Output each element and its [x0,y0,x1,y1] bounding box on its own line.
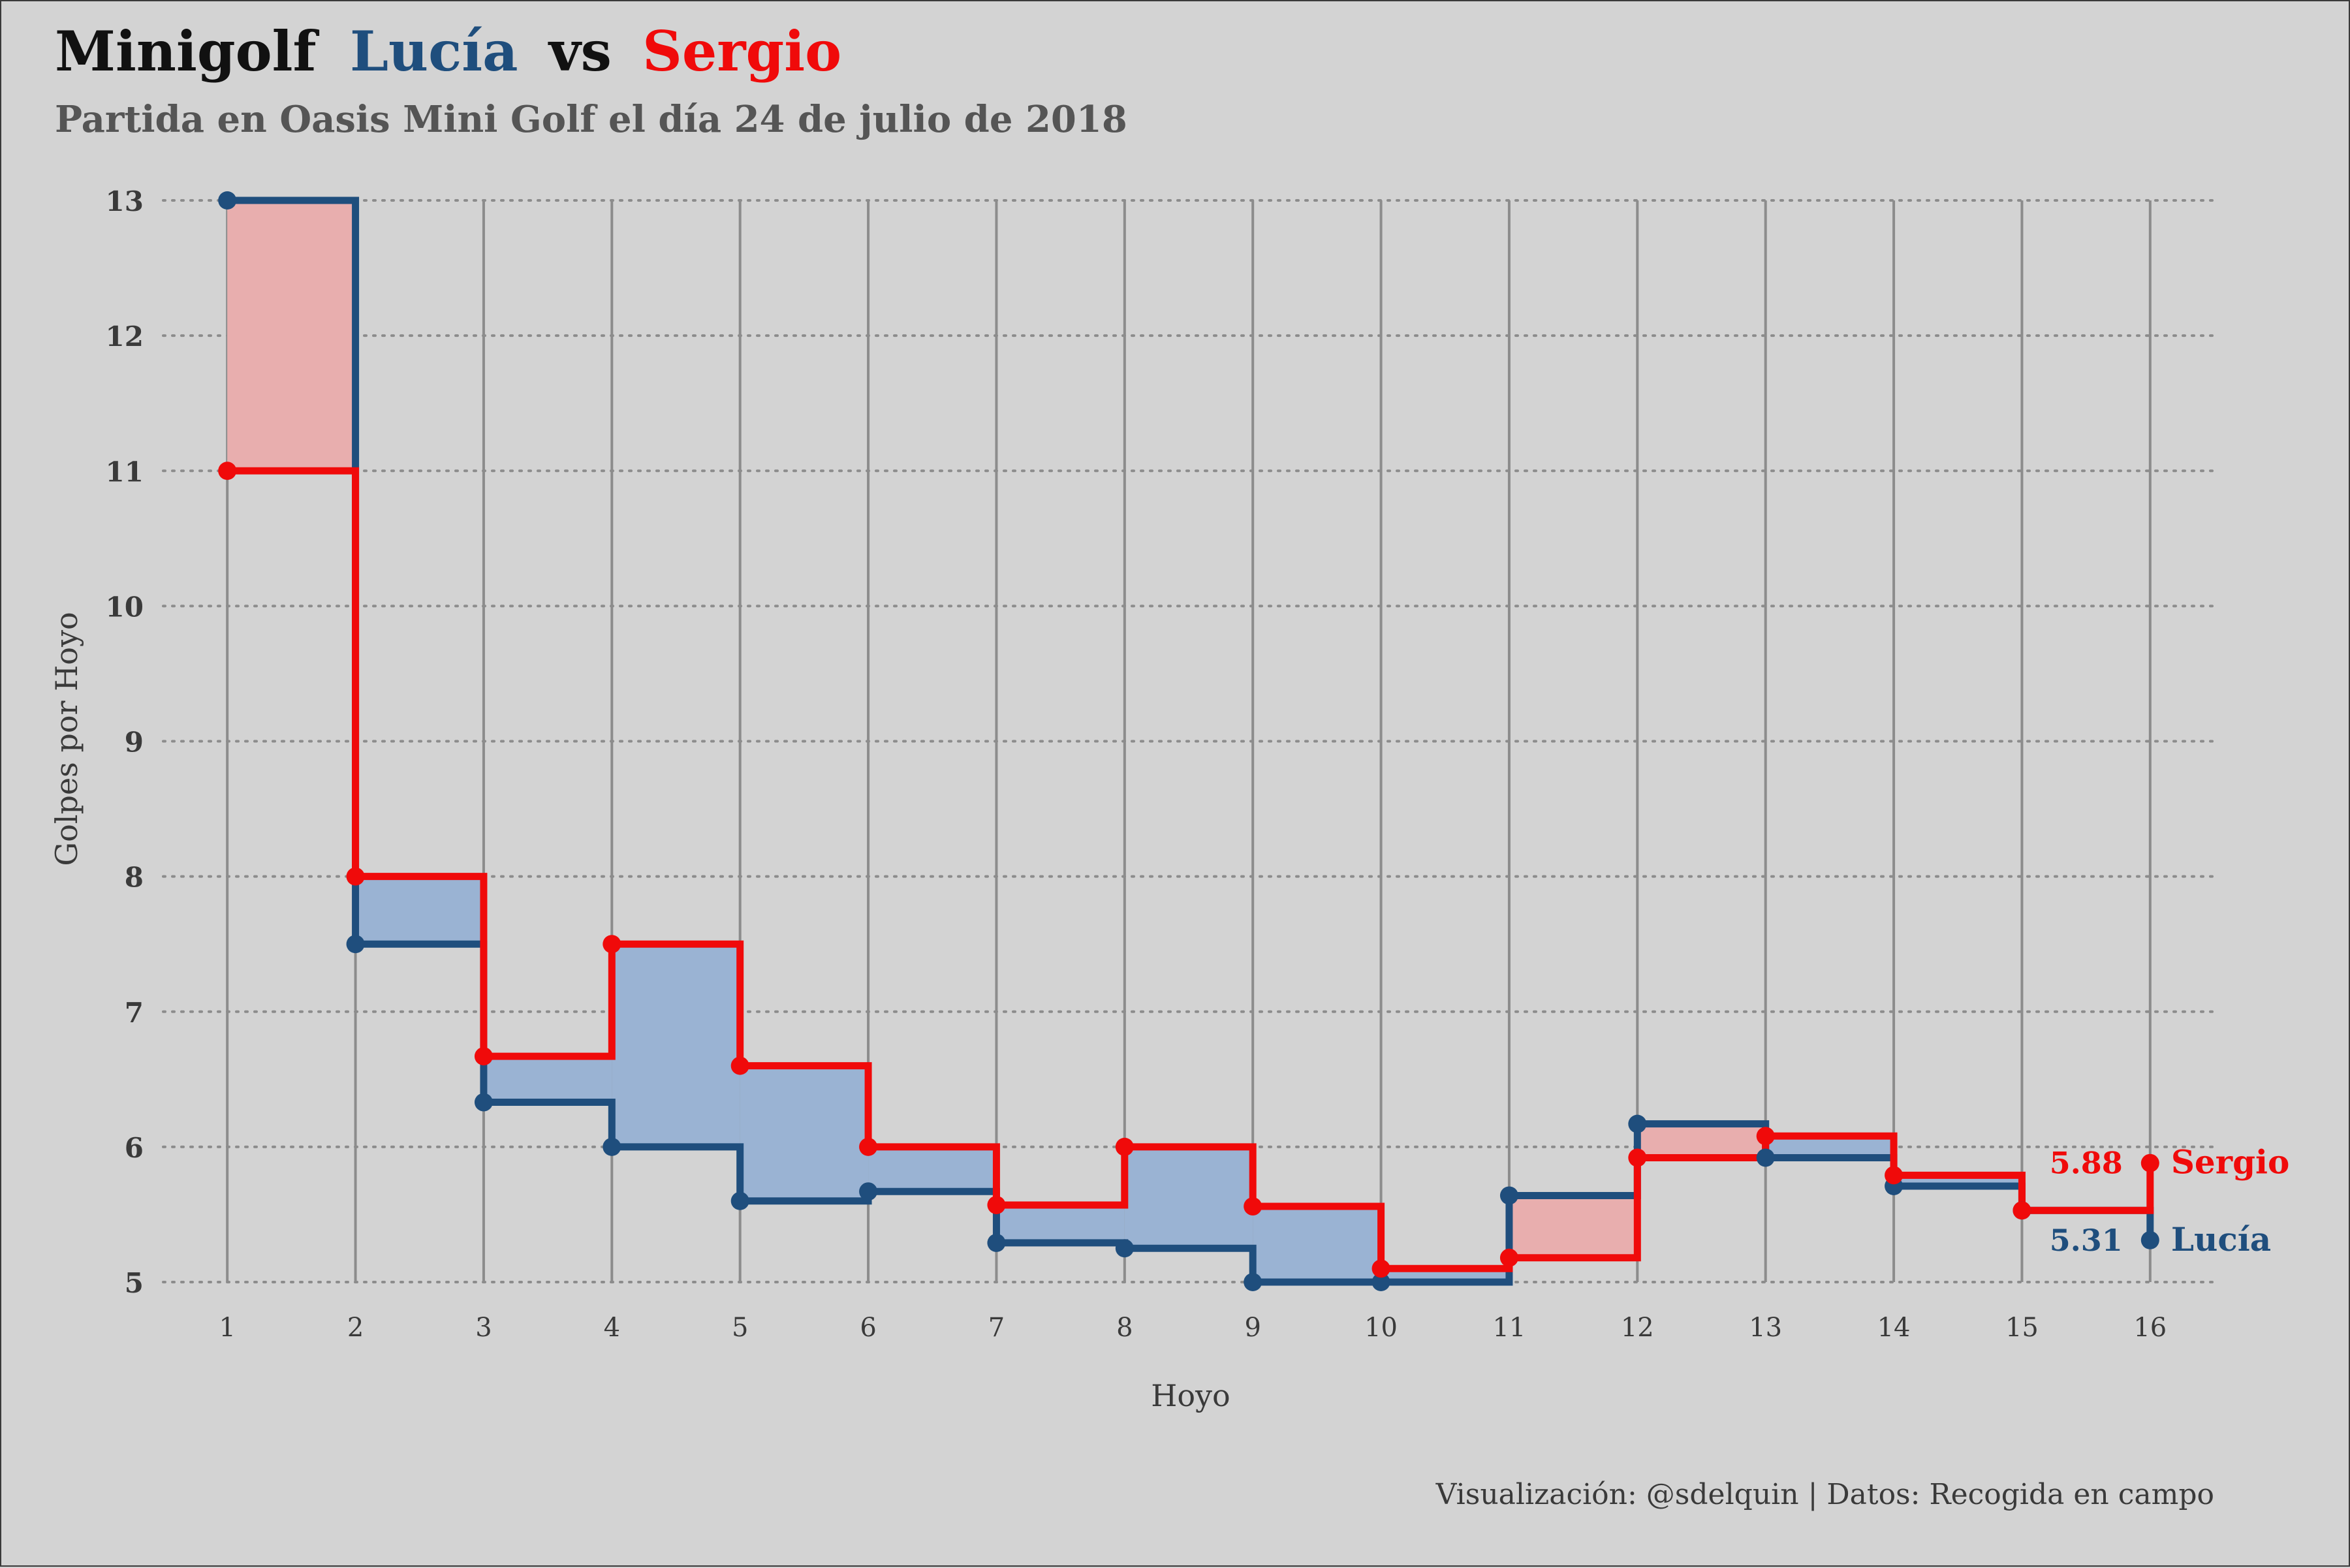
title-player1: Lucía [350,19,518,84]
ribbon-segment [483,1056,612,1103]
ribbon-segment [1637,1123,1766,1158]
end-value-lucia: 5.31 [2050,1223,2123,1258]
ribbon-segment [1253,1206,1381,1282]
end-name-lucia: Lucía [2171,1220,2271,1259]
chart-caption: Visualización: @sdelquin | Datos: Recogi… [1435,1478,2214,1511]
x-tick-label: 8 [1116,1313,1133,1343]
ribbon-segment [355,876,484,945]
x-tick-label: 11 [1492,1313,1526,1343]
y-axis-title: Golpes por Hoyo [49,612,84,866]
title-vs: vs [548,19,612,84]
series-line-sergio [227,467,2154,1272]
point-lucia [1371,1273,1390,1291]
y-tick-label: 10 [106,591,144,623]
point-lucia [603,1137,621,1156]
title-player2: Sergio [642,19,841,84]
point-lucia [1628,1114,1647,1133]
point-sergio [2013,1201,2031,1220]
x-tick-label: 7 [988,1313,1005,1343]
point-sergio [1371,1259,1390,1278]
point-sergio [603,935,621,954]
x-tick-label: 2 [347,1313,364,1343]
end-name-sergio: Sergio [2171,1143,2290,1182]
point-sergio [1115,1137,1134,1156]
point-lucia [1244,1273,1262,1291]
point-sergio [987,1195,1006,1214]
y-tick-label: 5 [125,1267,144,1299]
point-lucia [859,1182,878,1201]
y-tick-label: 11 [106,456,144,488]
x-tick-label: 5 [732,1313,748,1343]
ribbon-segment [227,200,356,471]
ribbon-segment [1509,1195,1638,1258]
point-sergio [1244,1197,1262,1216]
point-lucia [346,935,365,954]
ribbon-segment [868,1146,997,1192]
point-lucia [987,1233,1006,1252]
x-axis-title: Hoyo [1151,1378,1230,1413]
y-tick-label: 9 [125,727,144,759]
ribbon-segment [740,1065,869,1201]
end-value-sergio: 5.88 [2050,1146,2123,1181]
title-prefix: Minigolf [55,19,320,84]
point-sergio [730,1056,749,1075]
point-lucia [218,191,237,210]
point-sergio [474,1047,493,1066]
point-sergio [1628,1148,1647,1167]
x-tick-label: 6 [860,1313,876,1343]
point-lucia [474,1093,493,1112]
ribbon-segment [1124,1146,1253,1249]
point-lucia [1499,1186,1518,1205]
point-lucia [730,1191,749,1210]
y-tick-label: 7 [125,997,144,1029]
y-tick-label: 6 [125,1132,144,1164]
point-sergio [2140,1153,2159,1172]
point-sergio [346,867,365,886]
y-tick-label: 13 [106,185,144,217]
x-tick-label: 3 [475,1313,492,1343]
x-tick-label: 16 [2133,1313,2167,1343]
x-tick-label: 4 [604,1313,620,1343]
ribbon-segment [1765,1136,1894,1158]
ribbon-segment [996,1204,1125,1243]
chart-title: Minigolf Lucía vs Sergio [55,19,841,84]
x-tick-label: 14 [1877,1313,1911,1343]
x-tick-label: 9 [1244,1313,1261,1343]
point-sergio [218,462,237,480]
y-tick-label: 12 [106,321,144,353]
point-sergio [859,1137,878,1156]
end-labels-layer: 5.31 Lucía 5.88 Sergio [2050,1143,2290,1259]
ribbon-segment [612,944,740,1147]
points-layer [218,191,2159,1291]
chart-subtitle: Partida en Oasis Mini Golf el día 24 de … [55,98,1127,141]
x-tick-label: 1 [219,1313,235,1343]
point-lucia [2140,1231,2159,1249]
grid-layer [162,199,2216,1283]
point-sergio [1499,1248,1518,1267]
lines-layer [227,196,2154,1286]
point-lucia [1756,1148,1775,1167]
point-lucia [1115,1239,1134,1258]
point-sergio [1756,1127,1775,1146]
x-tick-label: 10 [1364,1313,1398,1343]
y-tick-label: 8 [125,862,144,894]
x-tick-label: 12 [1621,1313,1654,1343]
x-tick-label: 13 [1749,1313,1782,1343]
x-tick-label: 15 [2005,1313,2039,1343]
point-sergio [1885,1166,1904,1185]
